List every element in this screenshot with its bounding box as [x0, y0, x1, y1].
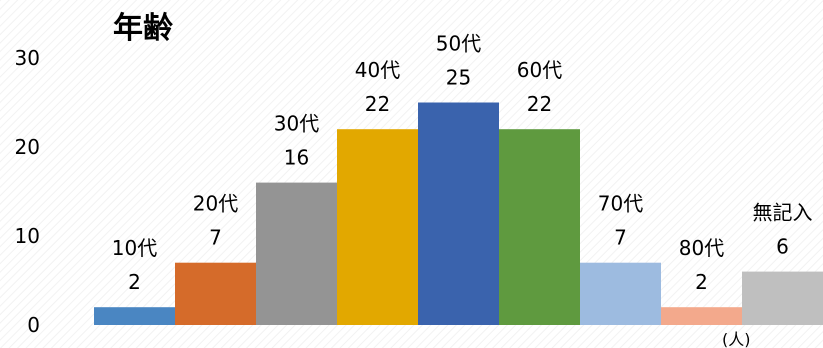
- category-label: 30代: [274, 112, 319, 136]
- bar-3: [337, 129, 418, 325]
- data-labels: 10代 2 20代 7 30代 16 40代 22 50代 25 60代 22 70代 7 80代 2 無記入 6: [112, 32, 813, 295]
- bar-7: [661, 307, 742, 325]
- value-label: 7: [614, 226, 627, 250]
- chart-title: 年齢: [113, 11, 173, 46]
- category-label: 70代: [598, 192, 643, 216]
- category-label: 60代: [517, 58, 562, 82]
- category-label: 10代: [112, 236, 157, 260]
- unit-label: (人): [722, 330, 751, 348]
- category-label: 80代: [679, 236, 724, 260]
- y-tick-label: 0: [27, 313, 40, 337]
- y-tick-label: 20: [15, 135, 40, 159]
- value-label: 25: [446, 66, 471, 90]
- bar-6: [580, 262, 661, 325]
- value-label: 2: [128, 270, 141, 294]
- value-label: 7: [209, 226, 222, 250]
- y-tick-label: 10: [15, 224, 40, 248]
- bars: [94, 102, 823, 325]
- bar-8: [742, 271, 823, 325]
- y-tick-label: 30: [15, 46, 40, 70]
- value-label: 6: [776, 235, 789, 259]
- bar-5: [499, 129, 580, 325]
- value-label: 2: [695, 270, 708, 294]
- category-label: 無記入: [753, 201, 813, 225]
- value-label: 22: [365, 92, 390, 116]
- bar-0: [94, 307, 175, 325]
- bar-1: [175, 262, 256, 325]
- category-label: 40代: [355, 58, 400, 82]
- value-label: 16: [284, 146, 309, 170]
- bar-2: [256, 182, 337, 325]
- value-label: 22: [527, 92, 552, 116]
- y-axis-ticks: 0 10 20 30: [15, 46, 40, 337]
- bar-4: [418, 102, 499, 325]
- category-label: 20代: [193, 192, 238, 216]
- category-label: 50代: [436, 32, 481, 56]
